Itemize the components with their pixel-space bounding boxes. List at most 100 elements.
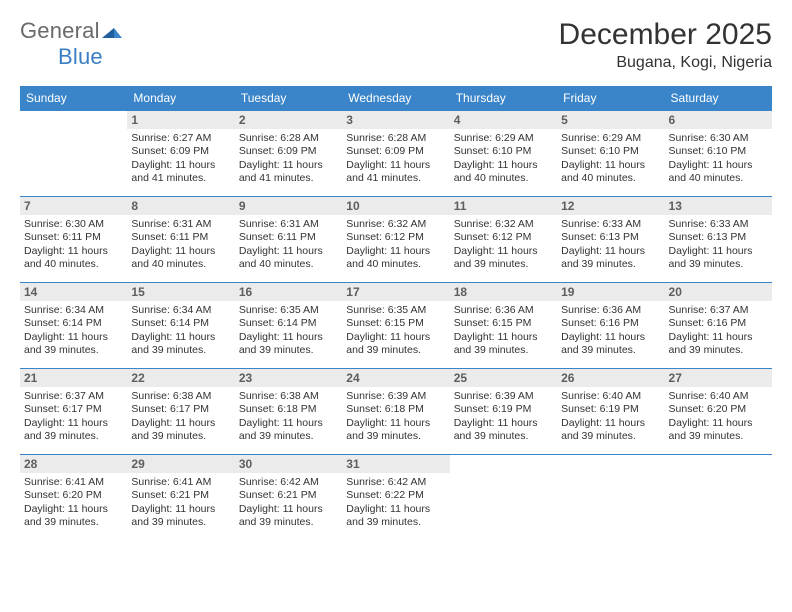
day-cell: . (665, 455, 772, 541)
day-cell: 2Sunrise: 6:28 AMSunset: 6:09 PMDaylight… (235, 111, 342, 197)
daylight-line: Daylight: 11 hours and 39 minutes. (454, 331, 553, 358)
sunrise-line: Sunrise: 6:37 AM (24, 390, 123, 403)
daylight-line: Daylight: 11 hours and 39 minutes. (454, 245, 553, 272)
sunrise-line: Sunrise: 6:31 AM (131, 218, 230, 231)
day-details: Sunrise: 6:35 AMSunset: 6:15 PMDaylight:… (346, 304, 445, 358)
day-details: Sunrise: 6:32 AMSunset: 6:12 PMDaylight:… (346, 218, 445, 272)
sunrise-line: Sunrise: 6:38 AM (239, 390, 338, 403)
day-details: Sunrise: 6:40 AMSunset: 6:20 PMDaylight:… (669, 390, 768, 444)
sunset-line: Sunset: 6:09 PM (346, 145, 445, 158)
calendar-table: Sunday Monday Tuesday Wednesday Thursday… (20, 86, 772, 541)
sunrise-line: Sunrise: 6:42 AM (346, 476, 445, 489)
sunrise-line: Sunrise: 6:42 AM (239, 476, 338, 489)
day-details: Sunrise: 6:31 AMSunset: 6:11 PMDaylight:… (131, 218, 230, 272)
daylight-line: Daylight: 11 hours and 39 minutes. (346, 331, 445, 358)
week-row: 14Sunrise: 6:34 AMSunset: 6:14 PMDayligh… (20, 283, 772, 369)
daylight-line: Daylight: 11 hours and 39 minutes. (24, 503, 123, 530)
sunrise-line: Sunrise: 6:30 AM (24, 218, 123, 231)
sunset-line: Sunset: 6:16 PM (561, 317, 660, 330)
day-cell: 18Sunrise: 6:36 AMSunset: 6:15 PMDayligh… (450, 283, 557, 369)
location-label: Bugana, Kogi, Nigeria (559, 54, 772, 72)
sunset-line: Sunset: 6:14 PM (239, 317, 338, 330)
sunrise-line: Sunrise: 6:28 AM (346, 132, 445, 145)
daylight-line: Daylight: 11 hours and 39 minutes. (239, 331, 338, 358)
sunrise-line: Sunrise: 6:29 AM (561, 132, 660, 145)
daylight-line: Daylight: 11 hours and 40 minutes. (239, 245, 338, 272)
sunrise-line: Sunrise: 6:36 AM (561, 304, 660, 317)
day-cell: 5Sunrise: 6:29 AMSunset: 6:10 PMDaylight… (557, 111, 664, 197)
daylight-line: Daylight: 11 hours and 39 minutes. (346, 503, 445, 530)
sunset-line: Sunset: 6:20 PM (669, 403, 768, 416)
daylight-line: Daylight: 11 hours and 41 minutes. (131, 159, 230, 186)
daylight-line: Daylight: 11 hours and 39 minutes. (131, 503, 230, 530)
day-cell: 23Sunrise: 6:38 AMSunset: 6:18 PMDayligh… (235, 369, 342, 455)
sunrise-line: Sunrise: 6:33 AM (561, 218, 660, 231)
sunset-line: Sunset: 6:15 PM (454, 317, 553, 330)
sunrise-line: Sunrise: 6:33 AM (669, 218, 768, 231)
day-details: Sunrise: 6:30 AMSunset: 6:10 PMDaylight:… (669, 132, 768, 186)
sunset-line: Sunset: 6:09 PM (131, 145, 230, 158)
daylight-line: Daylight: 11 hours and 40 minutes. (669, 159, 768, 186)
daylight-line: Daylight: 11 hours and 39 minutes. (561, 245, 660, 272)
sunset-line: Sunset: 6:20 PM (24, 489, 123, 502)
daylight-line: Daylight: 11 hours and 39 minutes. (24, 331, 123, 358)
sunset-line: Sunset: 6:12 PM (346, 231, 445, 244)
day-cell: 30Sunrise: 6:42 AMSunset: 6:21 PMDayligh… (235, 455, 342, 541)
day-cell: 9 Sunrise: 6:31 AMSunset: 6:11 PMDaylight… (235, 197, 342, 283)
day-details: Sunrise: 6:27 AMSunset: 6:09 PMDaylight:… (131, 132, 230, 186)
day-details: Sunrise: 6:37 AMSunset: 6:17 PMDaylight:… (24, 390, 123, 444)
day-number: 2 (235, 111, 342, 129)
day-details: Sunrise: 6:34 AMSunset: 6:14 PMDaylight:… (131, 304, 230, 358)
day-number: 8 (127, 197, 234, 215)
sunrise-line: Sunrise: 6:35 AM (346, 304, 445, 317)
logo-text-right: Blue (58, 44, 103, 70)
sunrise-line: Sunrise: 6:35 AM (239, 304, 338, 317)
day-cell: 17Sunrise: 6:35 AMSunset: 6:15 PMDayligh… (342, 283, 449, 369)
sunrise-line: Sunrise: 6:34 AM (131, 304, 230, 317)
day-details: Sunrise: 6:31 AMSunset: 6:11 PMDaylight:… (239, 218, 338, 272)
day-details: Sunrise: 6:38 AMSunset: 6:18 PMDaylight:… (239, 390, 338, 444)
day-details: Sunrise: 6:41 AMSunset: 6:20 PMDaylight:… (24, 476, 123, 530)
day-number: 27 (665, 369, 772, 387)
sunrise-line: Sunrise: 6:39 AM (346, 390, 445, 403)
day-number: 22 (127, 369, 234, 387)
day-number: 15 (127, 283, 234, 301)
sunrise-line: Sunrise: 6:36 AM (454, 304, 553, 317)
day-details: Sunrise: 6:30 AMSunset: 6:11 PMDaylight:… (24, 218, 123, 272)
weekday-header-row: Sunday Monday Tuesday Wednesday Thursday… (20, 86, 772, 111)
sunset-line: Sunset: 6:11 PM (131, 231, 230, 244)
sunset-line: Sunset: 6:21 PM (239, 489, 338, 502)
calendar-page: GeneralBlue December 2025 Bugana, Kogi, … (0, 0, 792, 551)
sunrise-line: Sunrise: 6:34 AM (24, 304, 123, 317)
day-cell: 4Sunrise: 6:29 AMSunset: 6:10 PMDaylight… (450, 111, 557, 197)
sunset-line: Sunset: 6:13 PM (561, 231, 660, 244)
day-cell: . (450, 455, 557, 541)
weekday-header: Monday (127, 86, 234, 111)
day-details: Sunrise: 6:35 AMSunset: 6:14 PMDaylight:… (239, 304, 338, 358)
daylight-line: Daylight: 11 hours and 39 minutes. (239, 503, 338, 530)
logo-text: GeneralBlue (20, 18, 122, 70)
sunset-line: Sunset: 6:17 PM (24, 403, 123, 416)
day-details: Sunrise: 6:39 AMSunset: 6:19 PMDaylight:… (454, 390, 553, 444)
day-number: 12 (557, 197, 664, 215)
day-number: 10 (342, 197, 449, 215)
sunset-line: Sunset: 6:15 PM (346, 317, 445, 330)
week-row: 28Sunrise: 6:41 AMSunset: 6:20 PMDayligh… (20, 455, 772, 541)
sunset-line: Sunset: 6:16 PM (669, 317, 768, 330)
logo: GeneralBlue (20, 18, 122, 70)
day-number: 9 (235, 197, 342, 215)
daylight-line: Daylight: 11 hours and 39 minutes. (561, 331, 660, 358)
daylight-line: Daylight: 11 hours and 40 minutes. (131, 245, 230, 272)
daylight-line: Daylight: 11 hours and 39 minutes. (131, 331, 230, 358)
sunset-line: Sunset: 6:21 PM (131, 489, 230, 502)
sunrise-line: Sunrise: 6:39 AM (454, 390, 553, 403)
sunrise-line: Sunrise: 6:41 AM (24, 476, 123, 489)
daylight-line: Daylight: 11 hours and 39 minutes. (561, 417, 660, 444)
day-number: 6 (665, 111, 772, 129)
sunrise-line: Sunrise: 6:29 AM (454, 132, 553, 145)
weekday-header: Wednesday (342, 86, 449, 111)
day-cell: 22Sunrise: 6:38 AMSunset: 6:17 PMDayligh… (127, 369, 234, 455)
sunset-line: Sunset: 6:19 PM (561, 403, 660, 416)
sunrise-line: Sunrise: 6:38 AM (131, 390, 230, 403)
sunset-line: Sunset: 6:10 PM (454, 145, 553, 158)
